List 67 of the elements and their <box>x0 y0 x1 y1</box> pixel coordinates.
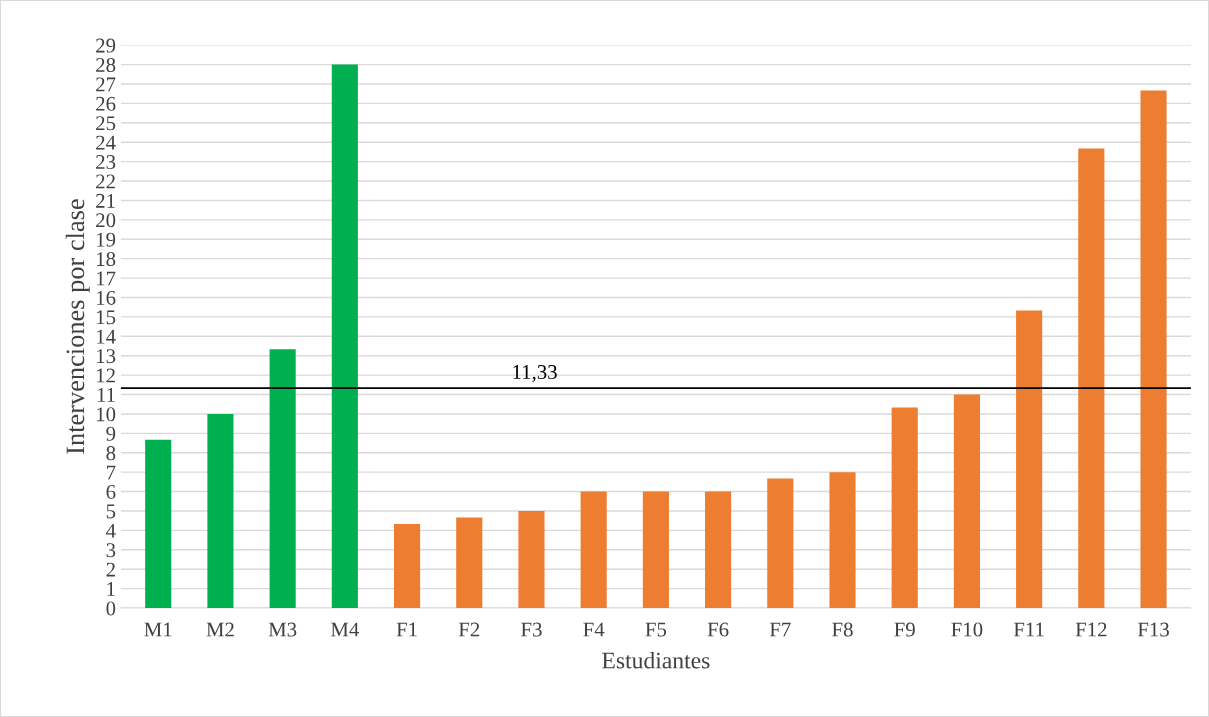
y-tick-label: 9 <box>106 426 116 441</box>
y-tick-label: 11 <box>97 388 115 402</box>
x-tick-label: M1 <box>144 622 172 637</box>
x-tick-label: F1 <box>396 622 417 637</box>
bar <box>393 523 421 609</box>
y-tick-label: 15 <box>97 310 116 325</box>
bar <box>456 517 483 609</box>
bar <box>145 439 172 609</box>
y-tick-label: 6 <box>106 485 116 499</box>
y-tick-label: 2 <box>106 562 115 577</box>
y-tick-label: 17 <box>97 271 116 286</box>
bar <box>767 478 794 609</box>
bar <box>580 491 607 609</box>
x-tick-label: F11 <box>1013 622 1044 637</box>
bar <box>1016 310 1043 609</box>
y-tick-label: 20 <box>96 213 116 228</box>
x-tick-label: M2 <box>206 622 234 637</box>
y-tick-label: 26 <box>96 96 116 111</box>
y-tick-label: 1 <box>107 582 115 596</box>
bar <box>1078 148 1105 609</box>
x-tick-label: M3 <box>268 622 297 637</box>
y-tick-label: 13 <box>97 349 116 364</box>
x-tick-label: F9 <box>894 622 915 637</box>
x-tick-label: F2 <box>458 622 480 637</box>
x-tick-label: F13 <box>1137 622 1169 637</box>
y-tick-label: 18 <box>97 252 116 267</box>
y-tick-label: 16 <box>97 290 116 305</box>
y-tick-label: 5 <box>106 504 116 519</box>
y-tick-label: 28 <box>96 57 116 73</box>
x-tick-label: F5 <box>645 622 667 637</box>
y-tick-label: 8 <box>106 446 116 461</box>
y-tick-label: 22 <box>96 174 115 189</box>
bar <box>953 394 980 609</box>
x-tick-label: F7 <box>769 622 791 637</box>
y-axis-title: Intervenciones por clase <box>65 199 90 454</box>
y-tick-label: 7 <box>107 465 116 480</box>
y-tick-label: 0 <box>106 601 116 616</box>
y-tick-label: 21 <box>96 193 115 208</box>
bar <box>705 491 732 609</box>
x-axis-title: Estudiantes <box>602 651 710 669</box>
bar <box>642 491 669 609</box>
y-tick-label: 24 <box>96 135 116 150</box>
y-tick-label: 23 <box>96 155 116 170</box>
y-tick-label: 12 <box>97 368 115 383</box>
x-tick-label: F8 <box>832 622 853 637</box>
bar <box>518 510 545 609</box>
bar <box>207 413 234 609</box>
x-tick-label: M4 <box>330 622 359 637</box>
x-tick-label: F10 <box>951 622 983 637</box>
y-tick-label: 29 <box>96 38 116 53</box>
y-tick-label: 25 <box>96 116 116 131</box>
ref-line-label: 11,33 <box>513 365 557 383</box>
x-tick-label: F4 <box>583 622 605 637</box>
y-tick-label: 10 <box>97 407 116 422</box>
bar <box>891 407 918 609</box>
y-tick-label: 19 <box>97 232 116 247</box>
x-tick-label: F3 <box>521 622 542 637</box>
bar <box>269 349 296 609</box>
y-tick-label: 27 <box>96 77 116 92</box>
bar <box>829 472 856 609</box>
x-tick-label: F6 <box>707 622 729 637</box>
y-tick-label: 14 <box>97 329 116 344</box>
x-tick-label: F12 <box>1075 622 1107 637</box>
y-tick-label: 3 <box>106 543 116 558</box>
bar <box>1140 90 1167 609</box>
y-tick-label: 4 <box>106 523 116 538</box>
bar <box>331 64 358 609</box>
